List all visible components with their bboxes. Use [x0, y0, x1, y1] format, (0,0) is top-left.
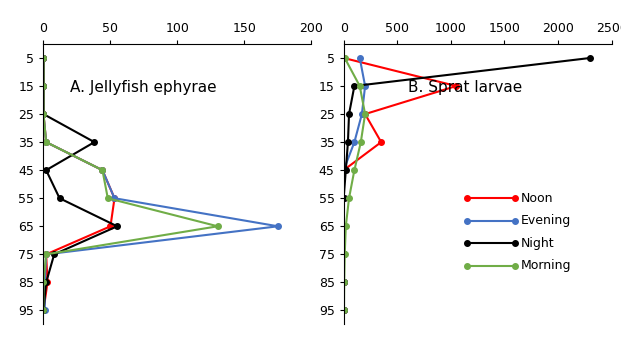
Text: B. Sprat larvae: B. Sprat larvae [408, 80, 522, 95]
Text: Night: Night [520, 237, 554, 250]
Text: Evening: Evening [520, 214, 571, 227]
Text: A. Jellyfish ephyrae: A. Jellyfish ephyrae [70, 80, 217, 95]
Text: Noon: Noon [520, 192, 553, 205]
Text: Morning: Morning [520, 259, 571, 272]
